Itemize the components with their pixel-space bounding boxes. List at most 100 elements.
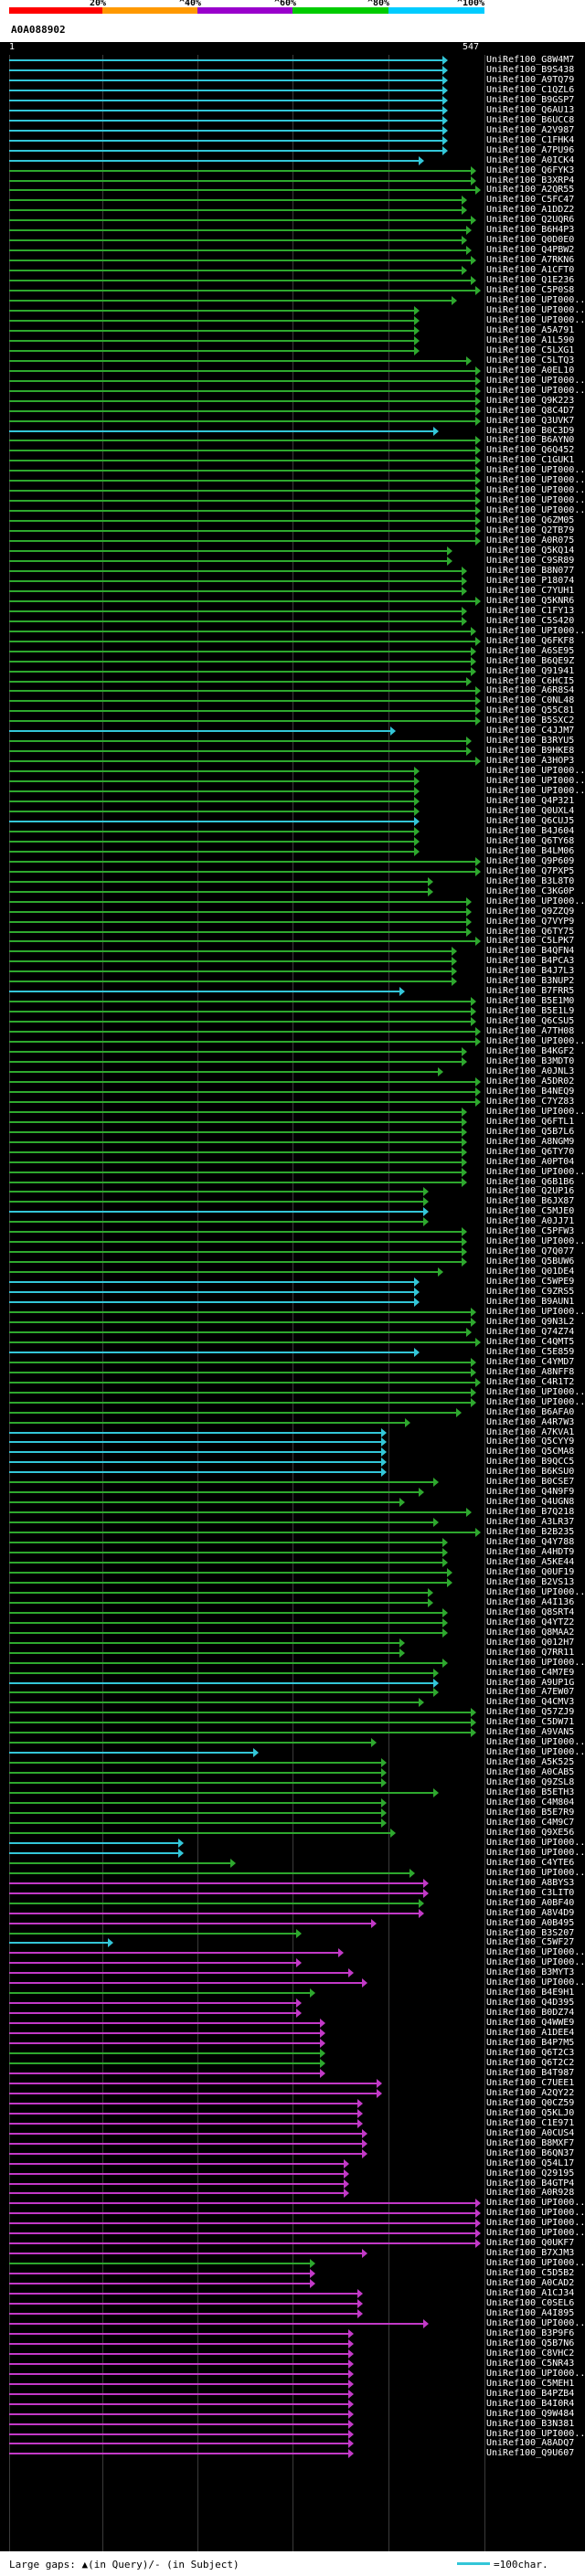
hit-label[interactable]: UniRef100_A1CFT0: [486, 265, 575, 276]
hit-row[interactable]: UniRef100_B3RYU5: [0, 736, 585, 747]
hit-row[interactable]: UniRef100_UPI000...: [0, 2318, 585, 2329]
hit-row[interactable]: UniRef100_Q5B7L6: [0, 1127, 585, 1138]
hit-label[interactable]: UniRef100_Q4YTZ2: [486, 1617, 575, 1627]
hit-label[interactable]: UniRef100_Q6T2C3: [486, 2048, 575, 2059]
hit-label[interactable]: UniRef100_C5WF27: [486, 1937, 575, 1948]
hit-row[interactable]: UniRef100_A0CAB5: [0, 1767, 585, 1778]
hit-label[interactable]: UniRef100_C9SR89: [486, 556, 575, 566]
hit-label[interactable]: UniRef100_UPI000...: [486, 2258, 585, 2269]
hit-row[interactable]: UniRef100_B7XJM3: [0, 2248, 585, 2259]
hit-label[interactable]: UniRef100_A2V987: [486, 124, 575, 135]
hit-row[interactable]: UniRef100_Q1E236: [0, 275, 585, 286]
hit-label[interactable]: UniRef100_A0JNL3: [486, 1065, 575, 1076]
hit-row[interactable]: UniRef100_C5WF27: [0, 1937, 585, 1948]
hit-label[interactable]: UniRef100_A2QY22: [486, 2087, 575, 2098]
hit-row[interactable]: UniRef100_A8NGM9: [0, 1137, 585, 1148]
hit-row[interactable]: UniRef100_C4JJM7: [0, 726, 585, 737]
hit-row[interactable]: UniRef100_Q9U607: [0, 2448, 585, 2459]
hit-row[interactable]: UniRef100_A4I895: [0, 2308, 585, 2319]
hit-label[interactable]: UniRef100_A0CAD2: [486, 2278, 575, 2289]
hit-label[interactable]: UniRef100_Q5BUW6: [486, 1256, 575, 1267]
hit-label[interactable]: UniRef100_B4NEQ9: [486, 1086, 575, 1097]
hit-row[interactable]: UniRef100_UPI000...: [0, 2369, 585, 2380]
hit-row[interactable]: UniRef100_Q6Q452: [0, 445, 585, 456]
hit-label[interactable]: UniRef100_B4GTP4: [486, 2178, 575, 2189]
hit-label[interactable]: UniRef100_A3HOP3: [486, 756, 575, 767]
hit-label[interactable]: UniRef100_Q7VYP9: [486, 916, 575, 927]
hit-row[interactable]: UniRef100_Q4P321: [0, 796, 585, 807]
hit-label[interactable]: UniRef100_C9ZRS5: [486, 1287, 575, 1298]
hit-label[interactable]: UniRef100_A2QR55: [486, 185, 575, 196]
hit-label[interactable]: UniRef100_B3L8T0: [486, 875, 575, 886]
hit-label[interactable]: UniRef100_A7EW07: [486, 1687, 575, 1698]
hit-label[interactable]: UniRef100_Q6TY70: [486, 1146, 575, 1157]
hit-label[interactable]: UniRef100_B9HKE8: [486, 746, 575, 757]
hit-row[interactable]: UniRef100_Q9K223: [0, 396, 585, 407]
hit-label[interactable]: UniRef100_Q4Y788: [486, 1537, 575, 1548]
hit-label[interactable]: UniRef100_UPI000...: [486, 2228, 585, 2239]
hit-label[interactable]: UniRef100_A3LR37: [486, 1517, 575, 1528]
hit-label[interactable]: UniRef100_Q6Q452: [486, 445, 575, 456]
hit-label[interactable]: UniRef100_UPI000...: [486, 1586, 585, 1597]
hit-label[interactable]: UniRef100_Q9XE56: [486, 1827, 575, 1838]
hit-row[interactable]: UniRef100_B4J7L3: [0, 966, 585, 977]
hit-row[interactable]: UniRef100_B5ETH3: [0, 1787, 585, 1798]
hit-row[interactable]: UniRef100_C5P0S8: [0, 285, 585, 296]
hit-row[interactable]: UniRef100_UPI000...: [0, 776, 585, 787]
hit-row[interactable]: UniRef100_B9GSP7: [0, 95, 585, 106]
hit-label[interactable]: UniRef100_Q9K223: [486, 395, 575, 406]
hit-row[interactable]: UniRef100_Q57ZJ9: [0, 1707, 585, 1718]
hit-row[interactable]: UniRef100_B6KSU0: [0, 1467, 585, 1478]
hit-row[interactable]: UniRef100_A5KE44: [0, 1557, 585, 1568]
hit-row[interactable]: UniRef100_C5PFW3: [0, 1226, 585, 1237]
hit-label[interactable]: UniRef100_A1DDZ2: [486, 205, 575, 216]
hit-label[interactable]: UniRef100_Q0CZ59: [486, 2097, 575, 2108]
hit-label[interactable]: UniRef100_Q4D395: [486, 1998, 575, 2009]
hit-row[interactable]: UniRef100_Q6TY70: [0, 1147, 585, 1158]
hit-row[interactable]: UniRef100_C1QZL6: [0, 85, 585, 96]
hit-label[interactable]: UniRef100_A1L590: [486, 334, 575, 345]
hit-row[interactable]: UniRef100_Q29195: [0, 2168, 585, 2179]
hit-row[interactable]: UniRef100_UPI000...: [0, 475, 585, 486]
hit-row[interactable]: UniRef100_B4KGF2: [0, 1046, 585, 1057]
hit-label[interactable]: UniRef100_Q2UQR6: [486, 215, 575, 226]
hit-row[interactable]: UniRef100_UPI000...: [0, 465, 585, 476]
hit-row[interactable]: UniRef100_Q5BUW6: [0, 1256, 585, 1267]
hit-label[interactable]: UniRef100_Q4CMV3: [486, 1697, 575, 1708]
hit-label[interactable]: UniRef100_Q74Z74: [486, 1326, 575, 1337]
hit-label[interactable]: UniRef100_UPI000...: [486, 305, 585, 315]
hit-row[interactable]: UniRef100_UPI000...: [0, 1977, 585, 1988]
hit-label[interactable]: UniRef100_B2VS13: [486, 1576, 575, 1587]
hit-row[interactable]: UniRef100_B4NEQ9: [0, 1087, 585, 1097]
hit-row[interactable]: UniRef100_Q9ZZQ9: [0, 906, 585, 917]
hit-row[interactable]: UniRef100_Q5KLJ0: [0, 2108, 585, 2119]
hit-label[interactable]: UniRef100_C3LIT0: [486, 1887, 575, 1898]
hit-label[interactable]: UniRef100_Q012H7: [486, 1637, 575, 1648]
hit-row[interactable]: UniRef100_UPI000...: [0, 1747, 585, 1758]
hit-row[interactable]: UniRef100_UPI000...: [0, 1387, 585, 1398]
hit-row[interactable]: UniRef100_A7PU96: [0, 145, 585, 156]
hit-label[interactable]: UniRef100_Q9ZZQ9: [486, 906, 575, 917]
hit-label[interactable]: UniRef100_A0CAB5: [486, 1767, 575, 1778]
hit-row[interactable]: UniRef100_C9ZRS5: [0, 1287, 585, 1298]
hit-row[interactable]: UniRef100_C5MEH1: [0, 2379, 585, 2390]
hit-label[interactable]: UniRef100_C0NL48: [486, 695, 575, 706]
hit-row[interactable]: UniRef100_Q7PXP5: [0, 866, 585, 877]
hit-label[interactable]: UniRef100_B3NUP2: [486, 976, 575, 987]
hit-row[interactable]: UniRef100_B4PCA3: [0, 956, 585, 967]
hit-row[interactable]: UniRef100_A3LR37: [0, 1517, 585, 1528]
hit-row[interactable]: UniRef100_A9TQ79: [0, 75, 585, 86]
hit-row[interactable]: UniRef100_B2VS13: [0, 1577, 585, 1588]
hit-label[interactable]: UniRef100_Q6FKF8: [486, 635, 575, 646]
hit-label[interactable]: UniRef100_B5E1L9: [486, 1006, 575, 1017]
hit-row[interactable]: UniRef100_A7KVA1: [0, 1427, 585, 1438]
hit-row[interactable]: UniRef100_Q6FKF8: [0, 636, 585, 647]
hit-label[interactable]: UniRef100_UPI000...: [486, 505, 585, 516]
hit-label[interactable]: UniRef100_Q01DE4: [486, 1267, 575, 1277]
hit-row[interactable]: UniRef100_Q2TB79: [0, 525, 585, 536]
hit-label[interactable]: UniRef100_UPI000...: [486, 1847, 585, 1858]
hit-row[interactable]: UniRef100_Q9XE56: [0, 1828, 585, 1839]
hit-label[interactable]: UniRef100_UPI000...: [486, 295, 585, 306]
hit-row[interactable]: UniRef100_C0SEL6: [0, 2298, 585, 2309]
hit-row[interactable]: UniRef100_Q0CZ59: [0, 2098, 585, 2109]
